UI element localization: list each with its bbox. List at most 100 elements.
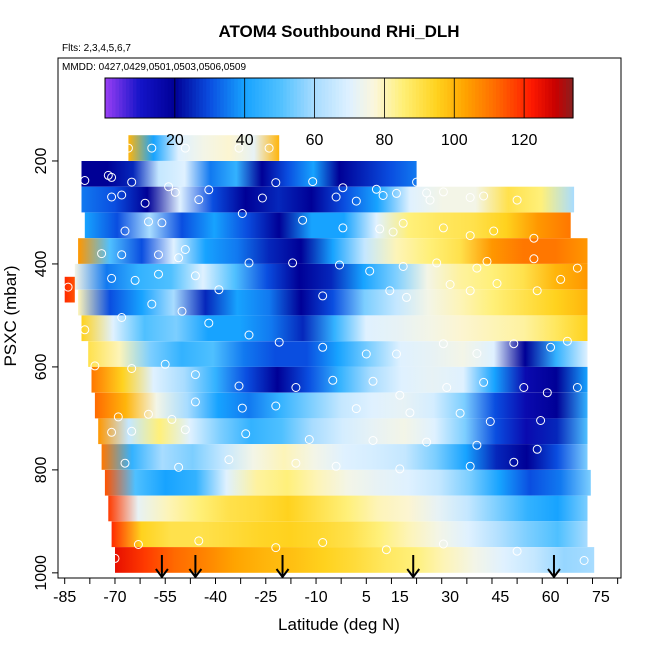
sample-marker bbox=[512, 546, 522, 556]
sample-marker bbox=[177, 306, 187, 316]
sample-marker bbox=[113, 412, 123, 422]
colorbar-segment bbox=[241, 78, 246, 118]
colorbar-segment bbox=[401, 78, 406, 118]
colorbar-segment bbox=[150, 78, 155, 118]
y-tick-label: 200 bbox=[33, 148, 50, 175]
x-axis: -85 -70 -55 -40 -25 -10 5 15 30 45 60 75 bbox=[53, 578, 619, 606]
colorbar-segment bbox=[517, 78, 522, 118]
colorbar-segment bbox=[349, 78, 354, 118]
x-tick-label: 45 bbox=[491, 589, 509, 606]
colorbar-segment bbox=[482, 78, 487, 118]
sample-marker bbox=[117, 313, 127, 322]
sample-marker bbox=[110, 553, 120, 563]
sample-marker bbox=[291, 458, 301, 468]
sample-marker bbox=[308, 177, 318, 187]
colorbar-segment bbox=[188, 78, 193, 118]
colorbar-segment bbox=[499, 78, 504, 118]
colorbar-segment bbox=[325, 78, 330, 118]
sample-marker bbox=[579, 556, 589, 565]
profile-arrow-head bbox=[188, 568, 203, 579]
colorbar-segment bbox=[510, 78, 515, 118]
sample-marker bbox=[425, 195, 435, 205]
colorbar-segment bbox=[345, 78, 351, 118]
colorbar-segment bbox=[496, 78, 501, 118]
sample-marker bbox=[338, 223, 348, 233]
sample-marker bbox=[529, 233, 539, 243]
sample-marker bbox=[395, 390, 405, 400]
sample-marker bbox=[80, 176, 90, 185]
sample-marker bbox=[127, 426, 137, 436]
colorbar-tick-label: 80 bbox=[376, 132, 394, 149]
colorbar-segment bbox=[171, 78, 176, 118]
colorbar-segment bbox=[143, 78, 148, 118]
plot-frame bbox=[57, 57, 622, 579]
chart-title: ATOM4 Southbound RHi_DLH bbox=[218, 22, 459, 41]
colorbar-segment bbox=[339, 78, 344, 118]
sample-marker bbox=[398, 218, 408, 228]
sample-marker bbox=[472, 263, 482, 273]
colorbar-segment bbox=[167, 78, 172, 118]
colorbar-segment bbox=[237, 78, 242, 118]
colorbar-segment bbox=[132, 78, 138, 118]
colorbar-segment bbox=[538, 78, 543, 118]
colorbar-segment bbox=[541, 78, 546, 118]
heatmap-row-575 bbox=[88, 341, 588, 367]
colorbar-segment bbox=[433, 78, 438, 118]
sample-marker bbox=[381, 545, 391, 555]
colorbar-segment bbox=[125, 78, 131, 118]
sample-marker bbox=[90, 361, 100, 371]
sample-marker bbox=[432, 258, 442, 268]
colorbar-segment bbox=[311, 78, 316, 118]
colorbar-segment bbox=[335, 78, 340, 118]
colorbar-tick-label: 20 bbox=[166, 132, 184, 149]
sample-marker bbox=[298, 215, 308, 225]
sample-marker bbox=[274, 337, 284, 347]
colorbar-segment bbox=[192, 78, 197, 118]
sample-marker bbox=[465, 461, 475, 471]
colorbar-segment bbox=[552, 78, 557, 118]
colorbar-frame bbox=[104, 77, 574, 119]
sample-marker bbox=[204, 185, 214, 195]
sample-marker bbox=[472, 349, 482, 358]
sample-marker bbox=[422, 188, 432, 198]
colorbar-segment bbox=[478, 78, 483, 118]
colorbar-segment bbox=[370, 78, 375, 118]
sample-marker bbox=[147, 299, 157, 309]
colorbar-segment bbox=[202, 78, 207, 118]
colorbar-segment bbox=[408, 78, 413, 118]
colorbar-segment bbox=[279, 78, 284, 118]
profile-arrow-head bbox=[406, 568, 421, 579]
colorbar-segment bbox=[318, 78, 323, 118]
sample-marker bbox=[144, 217, 153, 227]
colorbar-segment bbox=[489, 78, 494, 118]
colorbar-segment bbox=[524, 78, 529, 118]
colorbar-segment bbox=[443, 78, 448, 118]
heatmap-row-475 bbox=[78, 289, 588, 316]
sample-marker bbox=[271, 401, 281, 411]
y-axis-label: PSXC (mbar) bbox=[1, 265, 20, 366]
colorbar-segment bbox=[548, 78, 553, 118]
sample-marker bbox=[291, 383, 301, 392]
sample-marker bbox=[536, 416, 546, 425]
colorbar-segment bbox=[366, 78, 372, 118]
colorbar-segment bbox=[255, 78, 260, 118]
sample-marker bbox=[120, 458, 130, 468]
colorbar-segment bbox=[363, 78, 368, 118]
sample-marker bbox=[224, 455, 234, 465]
colorbar-segment bbox=[429, 78, 434, 118]
sample-marker bbox=[164, 182, 174, 192]
colorbar-segment bbox=[209, 78, 214, 118]
colorbar-segment bbox=[471, 78, 476, 118]
sample-marker bbox=[264, 143, 274, 153]
heatmap-row-275 bbox=[81, 186, 575, 213]
colorbar-segment bbox=[230, 78, 235, 118]
x-tick-label: -40 bbox=[204, 589, 227, 606]
sample-marker bbox=[154, 269, 163, 279]
x-tick-label: 15 bbox=[391, 589, 409, 606]
colorbar-segment bbox=[178, 78, 183, 118]
colorbar-tick-label: 60 bbox=[306, 132, 324, 149]
colorbar-segment bbox=[262, 78, 267, 118]
sample-marker bbox=[385, 286, 395, 296]
sample-marker bbox=[97, 249, 107, 259]
